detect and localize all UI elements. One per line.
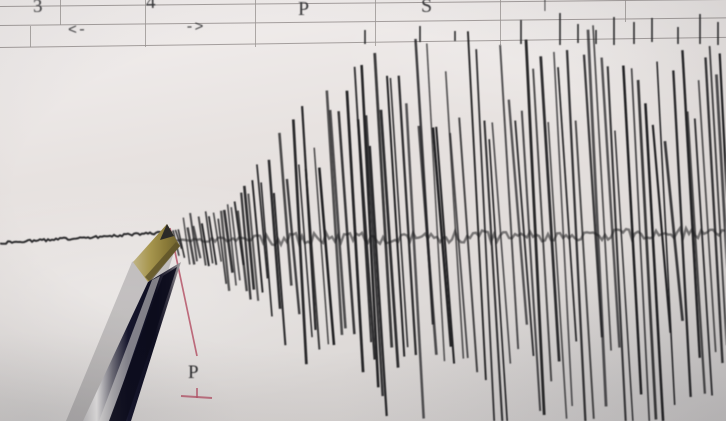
column-divider [375,24,376,46]
column-divider [255,0,256,25]
header-label-p: P [298,0,310,20]
column-divider [30,26,31,47]
column-divider [500,0,501,23]
rule-line-bottom [0,36,726,48]
header-label-4: 4 [145,0,157,14]
column-divider [625,0,626,22]
column-divider [60,0,61,25]
header-label-s: S [421,0,433,17]
header-label-tick: | [543,0,548,12]
header-label-3: 3 [32,0,44,18]
column-divider [145,25,146,47]
annotation-p-label: P [188,362,199,383]
column-divider [375,0,376,24]
header-label-right-arrow: -> [184,18,205,37]
column-divider [500,23,501,45]
header-table: 3 4 P S | <- -> , [0,0,726,48]
column-divider [145,0,146,25]
rule-line-top [0,0,726,7]
column-divider [255,25,256,47]
header-label-left-arrow: <- [67,21,88,40]
rule-line-middle [0,17,726,26]
